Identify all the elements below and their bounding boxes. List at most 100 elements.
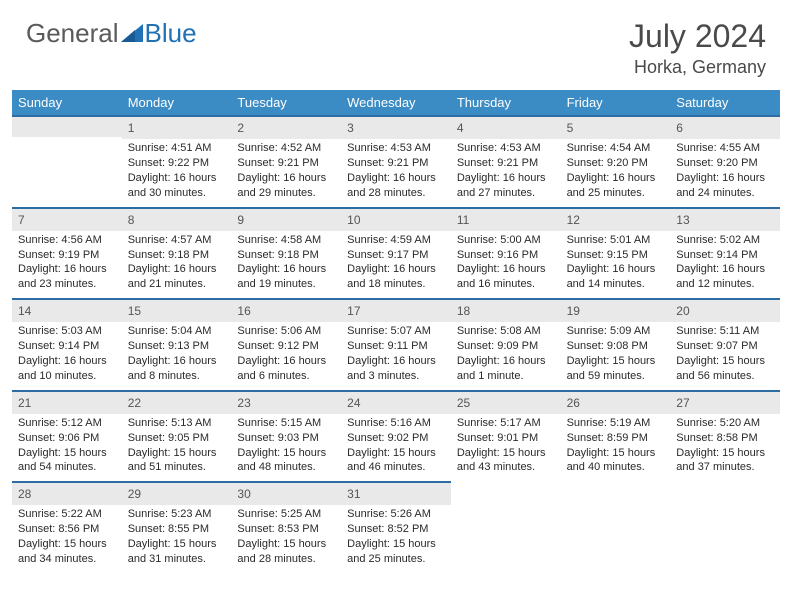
info-line: and 54 minutes. xyxy=(18,460,116,475)
day-number: 13 xyxy=(670,207,780,231)
day-number: 19 xyxy=(561,298,671,322)
calendar-cell: 9Sunrise: 4:58 AMSunset: 9:18 PMDaylight… xyxy=(231,207,341,299)
info-line: and 16 minutes. xyxy=(457,277,555,292)
info-line: Sunrise: 4:55 AM xyxy=(676,141,774,156)
calendar-cell: 20Sunrise: 5:11 AMSunset: 9:07 PMDayligh… xyxy=(670,298,780,390)
info-line: and 51 minutes. xyxy=(128,460,226,475)
calendar-cell xyxy=(451,481,561,573)
calendar-cell: 31Sunrise: 5:26 AMSunset: 8:52 PMDayligh… xyxy=(341,481,451,573)
info-line: and 23 minutes. xyxy=(18,277,116,292)
week-row: 14Sunrise: 5:03 AMSunset: 9:14 PMDayligh… xyxy=(12,298,780,390)
info-line: Sunset: 9:20 PM xyxy=(567,156,665,171)
day-info: Sunrise: 5:25 AMSunset: 8:53 PMDaylight:… xyxy=(231,505,341,572)
calendar-cell: 11Sunrise: 5:00 AMSunset: 9:16 PMDayligh… xyxy=(451,207,561,299)
day-number: 10 xyxy=(341,207,451,231)
info-line: and 27 minutes. xyxy=(457,186,555,201)
calendar-cell: 13Sunrise: 5:02 AMSunset: 9:14 PMDayligh… xyxy=(670,207,780,299)
calendar-cell: 18Sunrise: 5:08 AMSunset: 9:09 PMDayligh… xyxy=(451,298,561,390)
day-number: 30 xyxy=(231,481,341,505)
logo-text-part1: General xyxy=(26,18,119,49)
info-line: Daylight: 15 hours xyxy=(676,446,774,461)
location: Horka, Germany xyxy=(629,57,766,78)
day-info: Sunrise: 4:51 AMSunset: 9:22 PMDaylight:… xyxy=(122,139,232,206)
day-number: 1 xyxy=(122,115,232,139)
info-line: Sunset: 9:15 PM xyxy=(567,248,665,263)
info-line: Sunset: 8:59 PM xyxy=(567,431,665,446)
calendar-cell: 14Sunrise: 5:03 AMSunset: 9:14 PMDayligh… xyxy=(12,298,122,390)
info-line: Sunrise: 5:16 AM xyxy=(347,416,445,431)
info-line: Daylight: 15 hours xyxy=(457,446,555,461)
day-info: Sunrise: 5:06 AMSunset: 9:12 PMDaylight:… xyxy=(231,322,341,389)
day-number: 23 xyxy=(231,390,341,414)
calendar-cell: 27Sunrise: 5:20 AMSunset: 8:58 PMDayligh… xyxy=(670,390,780,482)
info-line: Sunset: 9:03 PM xyxy=(237,431,335,446)
day-number: 12 xyxy=(561,207,671,231)
weekday-header: Thursday xyxy=(451,90,561,115)
day-info: Sunrise: 5:09 AMSunset: 9:08 PMDaylight:… xyxy=(561,322,671,389)
day-number: 20 xyxy=(670,298,780,322)
day-number: 7 xyxy=(12,207,122,231)
info-line: and 30 minutes. xyxy=(128,186,226,201)
info-line: and 31 minutes. xyxy=(128,552,226,567)
info-line: Sunset: 9:18 PM xyxy=(237,248,335,263)
info-line: Sunset: 9:06 PM xyxy=(18,431,116,446)
info-line: Sunset: 9:08 PM xyxy=(567,339,665,354)
info-line: Sunrise: 5:13 AM xyxy=(128,416,226,431)
info-line: Sunrise: 5:02 AM xyxy=(676,233,774,248)
logo: General Blue xyxy=(26,18,197,49)
info-line: Daylight: 15 hours xyxy=(128,537,226,552)
day-info: Sunrise: 5:17 AMSunset: 9:01 PMDaylight:… xyxy=(451,414,561,481)
day-info: Sunrise: 4:52 AMSunset: 9:21 PMDaylight:… xyxy=(231,139,341,206)
info-line: Sunrise: 5:19 AM xyxy=(567,416,665,431)
day-info: Sunrise: 5:23 AMSunset: 8:55 PMDaylight:… xyxy=(122,505,232,572)
week-row: 28Sunrise: 5:22 AMSunset: 8:56 PMDayligh… xyxy=(12,481,780,573)
day-number: 22 xyxy=(122,390,232,414)
info-line: Sunrise: 5:07 AM xyxy=(347,324,445,339)
info-line: and 25 minutes. xyxy=(347,552,445,567)
day-number: 8 xyxy=(122,207,232,231)
info-line: Daylight: 16 hours xyxy=(457,262,555,277)
info-line: Daylight: 15 hours xyxy=(676,354,774,369)
info-line: Sunrise: 4:54 AM xyxy=(567,141,665,156)
calendar-cell: 6Sunrise: 4:55 AMSunset: 9:20 PMDaylight… xyxy=(670,115,780,207)
day-info: Sunrise: 5:03 AMSunset: 9:14 PMDaylight:… xyxy=(12,322,122,389)
week-row: 21Sunrise: 5:12 AMSunset: 9:06 PMDayligh… xyxy=(12,390,780,482)
info-line: and 59 minutes. xyxy=(567,369,665,384)
day-info: Sunrise: 5:02 AMSunset: 9:14 PMDaylight:… xyxy=(670,231,780,298)
info-line: Sunrise: 5:23 AM xyxy=(128,507,226,522)
info-line: Daylight: 15 hours xyxy=(347,537,445,552)
weekday-header: Wednesday xyxy=(341,90,451,115)
day-info: Sunrise: 5:22 AMSunset: 8:56 PMDaylight:… xyxy=(12,505,122,572)
info-line: Daylight: 15 hours xyxy=(18,537,116,552)
day-info: Sunrise: 4:55 AMSunset: 9:20 PMDaylight:… xyxy=(670,139,780,206)
day-number: 21 xyxy=(12,390,122,414)
info-line: Sunset: 9:09 PM xyxy=(457,339,555,354)
info-line: and 28 minutes. xyxy=(237,552,335,567)
calendar-cell: 17Sunrise: 5:07 AMSunset: 9:11 PMDayligh… xyxy=(341,298,451,390)
day-info: Sunrise: 5:07 AMSunset: 9:11 PMDaylight:… xyxy=(341,322,451,389)
info-line: Daylight: 16 hours xyxy=(237,262,335,277)
info-line: Sunset: 9:21 PM xyxy=(237,156,335,171)
weekday-header: Sunday xyxy=(12,90,122,115)
calendar-cell: 10Sunrise: 4:59 AMSunset: 9:17 PMDayligh… xyxy=(341,207,451,299)
info-line: Sunrise: 4:58 AM xyxy=(237,233,335,248)
calendar-cell: 16Sunrise: 5:06 AMSunset: 9:12 PMDayligh… xyxy=(231,298,341,390)
info-line: Sunrise: 5:20 AM xyxy=(676,416,774,431)
info-line: Sunrise: 4:57 AM xyxy=(128,233,226,248)
info-line: Daylight: 16 hours xyxy=(567,171,665,186)
day-info: Sunrise: 5:19 AMSunset: 8:59 PMDaylight:… xyxy=(561,414,671,481)
info-line: and 25 minutes. xyxy=(567,186,665,201)
weeks-container: 1Sunrise: 4:51 AMSunset: 9:22 PMDaylight… xyxy=(12,115,780,573)
day-number: 17 xyxy=(341,298,451,322)
info-line: Daylight: 16 hours xyxy=(347,354,445,369)
info-line: Sunrise: 4:53 AM xyxy=(347,141,445,156)
info-line: Sunset: 9:02 PM xyxy=(347,431,445,446)
day-info: Sunrise: 5:13 AMSunset: 9:05 PMDaylight:… xyxy=(122,414,232,481)
info-line: Daylight: 15 hours xyxy=(18,446,116,461)
day-info: Sunrise: 4:57 AMSunset: 9:18 PMDaylight:… xyxy=(122,231,232,298)
info-line: and 6 minutes. xyxy=(237,369,335,384)
calendar-cell: 5Sunrise: 4:54 AMSunset: 9:20 PMDaylight… xyxy=(561,115,671,207)
info-line: Sunset: 8:52 PM xyxy=(347,522,445,537)
info-line: Sunset: 8:55 PM xyxy=(128,522,226,537)
info-line: Sunrise: 4:59 AM xyxy=(347,233,445,248)
